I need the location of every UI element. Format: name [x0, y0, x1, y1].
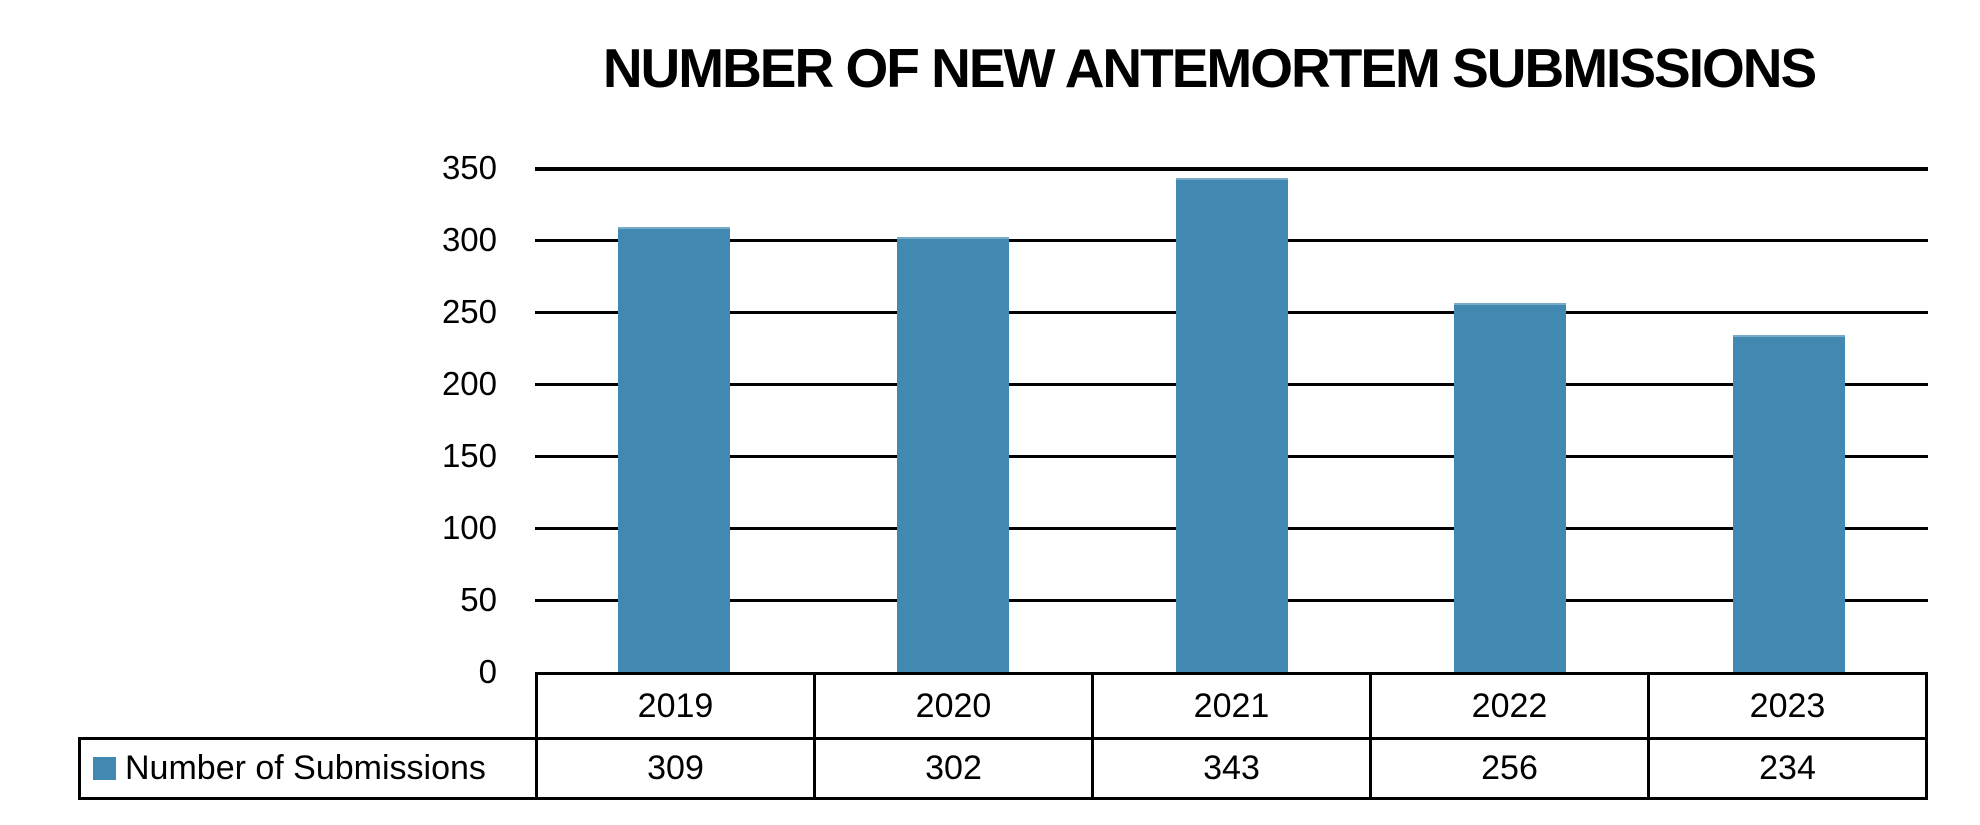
table-value-cell-2022: 256: [1369, 740, 1647, 797]
legend-marker-icon: [93, 757, 116, 780]
table-category-cell-2023: 2023: [1647, 675, 1925, 737]
bar-2022: [1454, 303, 1567, 672]
y-axis-tick-label-300: 300: [441, 221, 497, 258]
data-table-category-row: 2019 2020 2021 2022 2023: [535, 672, 1928, 737]
chart-title: NUMBER OF NEW ANTEMORTEM SUBMISSIONS: [602, 37, 1817, 99]
bar-2020: [896, 237, 1009, 672]
table-category-cell-2021: 2021: [1091, 675, 1369, 737]
table-value-cell-2021: 343: [1091, 740, 1369, 797]
y-axis-tick-label-100: 100: [441, 509, 497, 546]
bar-2019: [618, 227, 731, 672]
table-category-cell-2019: 2019: [637, 686, 714, 725]
table-category-cell-2020: 2020: [813, 675, 1091, 737]
plot-area: [535, 167, 1928, 672]
bar-2021: [1175, 178, 1288, 672]
y-axis-tick-label-50: 50: [460, 581, 497, 618]
table-value-cell-2023: 234: [1647, 740, 1925, 797]
y-axis-tick-label-150: 150: [441, 437, 497, 474]
legend-label: Number of Submissions: [125, 749, 486, 787]
gridline-350: [535, 167, 1928, 171]
y-axis-tick-label-250: 250: [441, 293, 497, 330]
y-axis-tick-label-0: 0: [478, 653, 497, 690]
y-axis-tick-label-200: 200: [441, 365, 497, 402]
table-value-cell-2019: 309: [647, 749, 704, 787]
table-category-cell-2022: 2022: [1369, 675, 1647, 737]
data-table-value-row: 309 302 343 256 234: [535, 737, 1928, 800]
y-axis-tick-label-350: 350: [441, 149, 497, 186]
table-value-cell-2020: 302: [813, 740, 1091, 797]
legend: Number of Submissions: [78, 737, 535, 800]
bar-2023: [1732, 335, 1845, 672]
